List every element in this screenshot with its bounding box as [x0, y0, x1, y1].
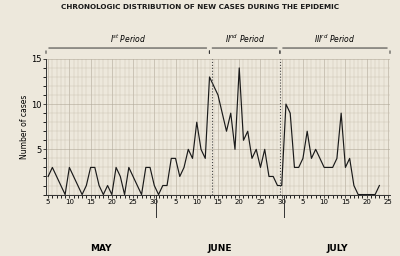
Text: I$^{st}$ Period: I$^{st}$ Period [110, 33, 146, 45]
Text: MAY: MAY [90, 244, 112, 253]
Text: III$^{rd}$ Period: III$^{rd}$ Period [314, 33, 356, 45]
Text: II$^{nd}$ Period: II$^{nd}$ Period [225, 33, 265, 45]
Y-axis label: Number of cases: Number of cases [20, 94, 28, 159]
Text: JUNE: JUNE [208, 244, 232, 253]
Text: CHRONOLOGIC DISTRIBUTION OF NEW CASES DURING THE EPIDEMIC: CHRONOLOGIC DISTRIBUTION OF NEW CASES DU… [61, 4, 339, 10]
Text: JULY: JULY [326, 244, 348, 253]
